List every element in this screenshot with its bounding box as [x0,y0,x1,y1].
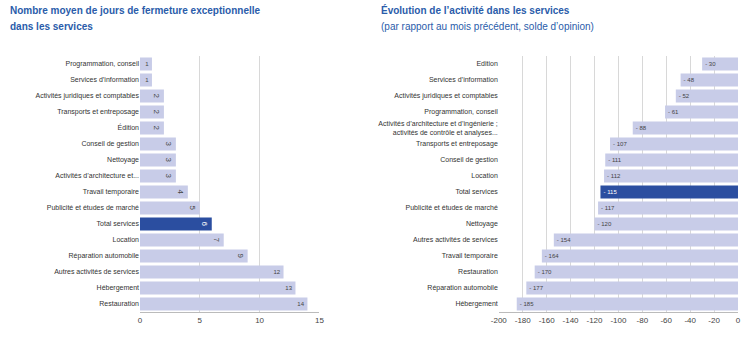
svg-text:Autres activités de services: Autres activités de services [54,268,139,275]
svg-text:(par rapport au mois précédent: (par rapport au mois précédent, solde d’… [381,21,594,32]
svg-text:Nettoyage: Nettoyage [107,156,139,164]
svg-text:5: 5 [198,316,203,325]
svg-text:Activités juridiques et compta: Activités juridiques et comptables [36,92,140,100]
svg-text:Total services: Total services [455,188,498,195]
svg-text:- 177: - 177 [529,285,543,291]
svg-text:Hébergement: Hébergement [455,300,497,308]
svg-text:13: 13 [285,285,292,291]
svg-text:2: 2 [152,126,161,131]
svg-text:1: 1 [145,77,149,83]
svg-text:10: 10 [255,316,264,325]
svg-text:Restauration: Restauration [99,300,139,307]
svg-text:15: 15 [315,316,324,325]
svg-text:-200: -200 [491,316,508,325]
svg-text:- 120: - 120 [597,221,611,227]
svg-text:- 107: - 107 [613,141,627,147]
svg-text:Conseil de gestion: Conseil de gestion [440,156,498,164]
svg-text:Nombre moyen de jours de ferme: Nombre moyen de jours de fermeture excep… [10,5,261,16]
svg-text:- 154: - 154 [557,237,571,243]
svg-text:Location: Location [113,236,140,243]
svg-text:Edition: Edition [476,60,498,67]
svg-text:Services d’information: Services d’information [70,76,139,83]
svg-text:Travail temporaire: Travail temporaire [442,252,498,260]
svg-text:Programmation, conseil: Programmation, conseil [65,60,139,68]
svg-text:Édition: Édition [118,123,140,131]
svg-text:5: 5 [188,206,197,211]
svg-text:-20: -20 [708,316,720,325]
svg-text:4: 4 [176,190,185,195]
svg-text:-80: -80 [637,316,649,325]
svg-text:- 52: - 52 [679,93,690,99]
svg-text:Services d’information: Services d’information [429,76,498,83]
svg-text:- 112: - 112 [607,173,621,179]
svg-text:7: 7 [212,238,221,243]
svg-text:2: 2 [152,110,161,115]
svg-text:Programmation, conseil: Programmation, conseil [424,108,498,116]
svg-text:Activités d’architecture et...: Activités d’architecture et... [55,172,139,179]
svg-text:-120: -120 [586,316,603,325]
svg-text:Total services: Total services [97,220,140,227]
svg-text:- 164: - 164 [545,253,559,259]
svg-text:Hébergement: Hébergement [97,284,139,292]
svg-text:-140: -140 [563,316,580,325]
svg-text:3: 3 [164,142,173,147]
svg-text:3: 3 [164,174,173,179]
svg-text:- 30: - 30 [705,61,716,67]
svg-text:Location: Location [471,172,498,179]
svg-text:0: 0 [736,316,741,325]
svg-text:Conseil de gestion: Conseil de gestion [81,140,139,148]
svg-text:-100: -100 [610,316,627,325]
svg-text:- 185: - 185 [520,301,534,307]
svg-text:- 115: - 115 [603,189,617,195]
svg-text:Activités juridiques et compta: Activités juridiques et comptables [394,92,498,100]
svg-text:0: 0 [138,316,143,325]
svg-text:-180: -180 [515,316,532,325]
svg-text:Réparation automobile: Réparation automobile [427,284,498,292]
svg-text:dans les services: dans les services [10,21,93,32]
svg-text:12: 12 [273,269,280,275]
svg-text:-60: -60 [660,316,672,325]
svg-text:-160: -160 [539,316,556,325]
svg-text:2: 2 [152,94,161,99]
svg-text:- 117: - 117 [601,205,615,211]
svg-text:Transports et entreposage: Transports et entreposage [416,140,498,148]
svg-text:Restauration: Restauration [458,268,498,275]
svg-text:- 61: - 61 [668,109,679,115]
svg-text:- 48: - 48 [684,77,695,83]
svg-text:Autres activités de services: Autres activités de services [413,236,498,243]
svg-text:- 170: - 170 [538,269,552,275]
svg-text:Publicité et études de marché: Publicité et études de marché [406,204,498,211]
svg-text:6: 6 [200,222,209,227]
svg-text:Travail temporaire: Travail temporaire [83,188,139,196]
svg-text:- 88: - 88 [636,125,647,131]
svg-text:9: 9 [236,254,245,259]
svg-text:Réparation automobile: Réparation automobile [69,252,140,260]
svg-text:1: 1 [145,61,149,67]
svg-text:Activités d’architecture et d’: Activités d’architecture et d’ingénierie… [378,120,498,137]
svg-text:Transports et entreposage: Transports et entreposage [57,108,139,116]
svg-text:Publicité et études de marché: Publicité et études de marché [47,204,139,211]
svg-text:14: 14 [297,301,304,307]
svg-text:Évolution de l’activité dans l: Évolution de l’activité dans les service… [381,4,570,16]
svg-text:-40: -40 [684,316,696,325]
svg-text:3: 3 [164,158,173,163]
svg-text:- 111: - 111 [608,157,621,163]
svg-text:Nettoyage: Nettoyage [466,220,498,228]
